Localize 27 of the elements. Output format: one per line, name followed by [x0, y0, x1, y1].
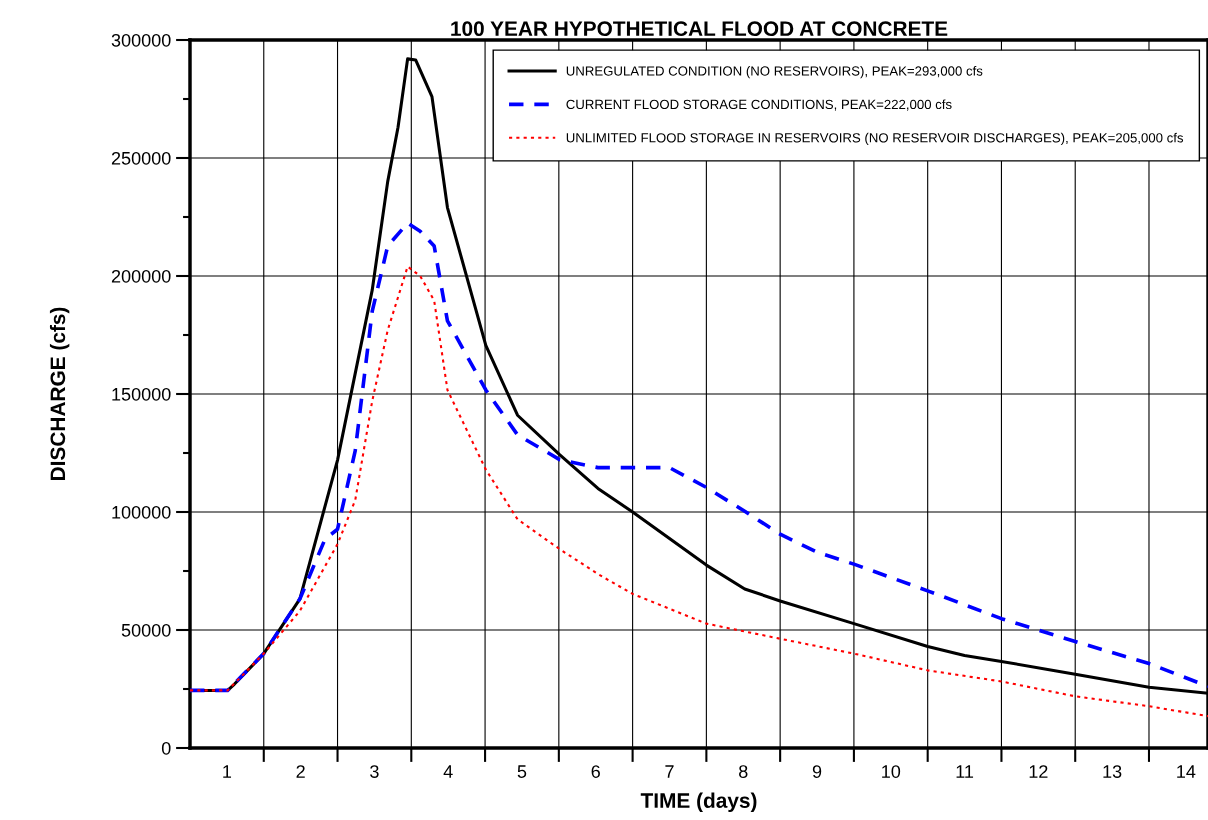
x-tick-label: 2	[296, 765, 305, 778]
x-tick-label: 10	[882, 765, 901, 778]
x-tick-label: 12	[1029, 765, 1048, 778]
x-tick-label: 11	[956, 765, 974, 778]
x-tick-label: 3	[370, 765, 379, 778]
y-tick-label: 50000	[121, 623, 171, 637]
y-tick-label: 300000	[111, 33, 171, 47]
legend-label: UNLIMITED FLOOD STORAGE IN RESERVOIRS (NO RESERVOIR DISCHARGES), PEAK=205,000 cfs	[566, 132, 1184, 146]
y-tick-label: 100000	[112, 505, 171, 519]
y-tick-label: 250000	[111, 151, 171, 165]
y-tick-label: 200000	[111, 269, 171, 283]
legend-label: CURRENT FLOOD STORAGE CONDITIONS, PEAK=222,000 cfs	[566, 99, 952, 111]
x-tick-label: 9	[812, 765, 822, 778]
x-tick-label: 5	[517, 765, 527, 778]
x-axis-title: TIME (days)	[640, 792, 757, 813]
y-tick-label: 0	[161, 741, 171, 755]
x-tick-label: 7	[665, 765, 674, 778]
x-tick-label: 13	[1103, 765, 1122, 778]
chart-title: 100 YEAR HYPOTHETICAL FLOOD AT CONCRETE	[451, 21, 948, 37]
x-tick-label: 6	[591, 765, 600, 778]
x-tick-label: 4	[443, 765, 453, 778]
y-axis-title: DISCHARGE (cfs)	[49, 307, 70, 480]
legend-label: UNREGULATED CONDITION (NO RESERVOIRS), PEAK=293,000 cfs	[566, 65, 983, 79]
x-tick-label: 1	[223, 765, 232, 778]
x-tick-label: 8	[739, 765, 748, 778]
y-tick-label: 150000	[112, 387, 171, 401]
x-tick-label: 14	[1177, 765, 1196, 778]
